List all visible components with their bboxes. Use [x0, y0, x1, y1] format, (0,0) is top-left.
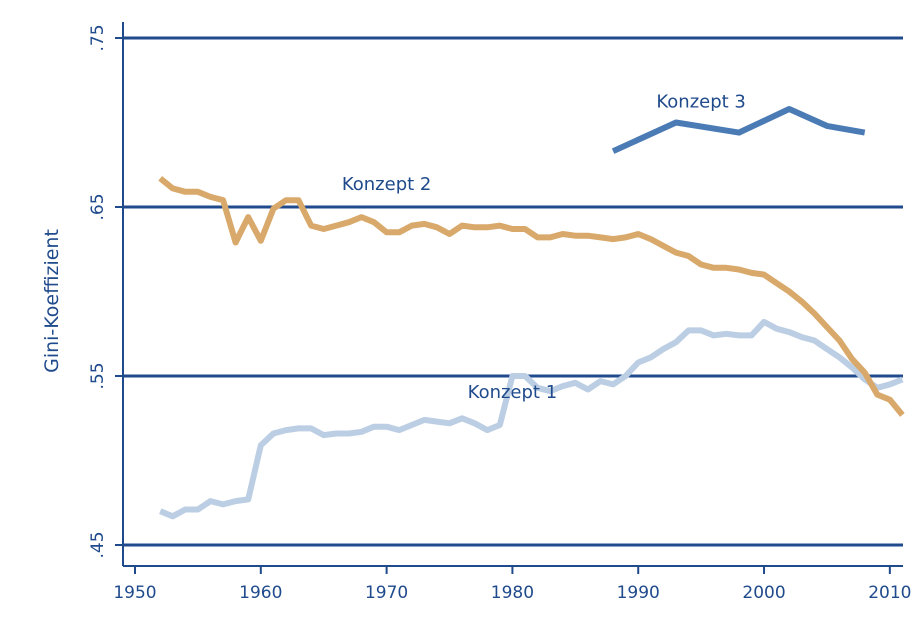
x-tick-label: 1950	[113, 583, 156, 603]
series-label-konzept-2: Konzept 2	[342, 174, 432, 195]
series-line-konzept-2	[158, 175, 905, 417]
x-tick-label: 2000	[742, 583, 785, 603]
x-tick-label: 1960	[239, 583, 282, 603]
gridlines	[123, 36, 903, 547]
series-labels: Konzept 1 Konzept 2 Konzept 3	[342, 91, 746, 403]
axes	[122, 22, 903, 567]
y-tick-label: .75	[88, 24, 108, 51]
x-tick-label: 1980	[491, 583, 534, 603]
y-tick-label: .55	[88, 362, 108, 389]
series-lines	[158, 106, 905, 520]
x-tick-label: 1990	[617, 583, 660, 603]
x-tick-label: 1970	[365, 583, 408, 603]
y-tick-label: .65	[88, 193, 108, 220]
x-tick-label: 2010	[868, 583, 911, 603]
y-tick-label: .45	[88, 531, 108, 558]
x-ticks: 1950 1960 1970 1980 1990 2000 2010	[113, 566, 911, 603]
y-ticks: .45 .55 .65 .75	[88, 24, 123, 559]
y-axis-label: Gini-Koeffizient	[41, 229, 63, 373]
series-line-konzept-1	[159, 318, 904, 520]
series-line-konzept-3	[611, 106, 866, 154]
series-label-konzept-3: Konzept 3	[656, 91, 746, 112]
series-label-konzept-1: Konzept 1	[468, 382, 558, 403]
